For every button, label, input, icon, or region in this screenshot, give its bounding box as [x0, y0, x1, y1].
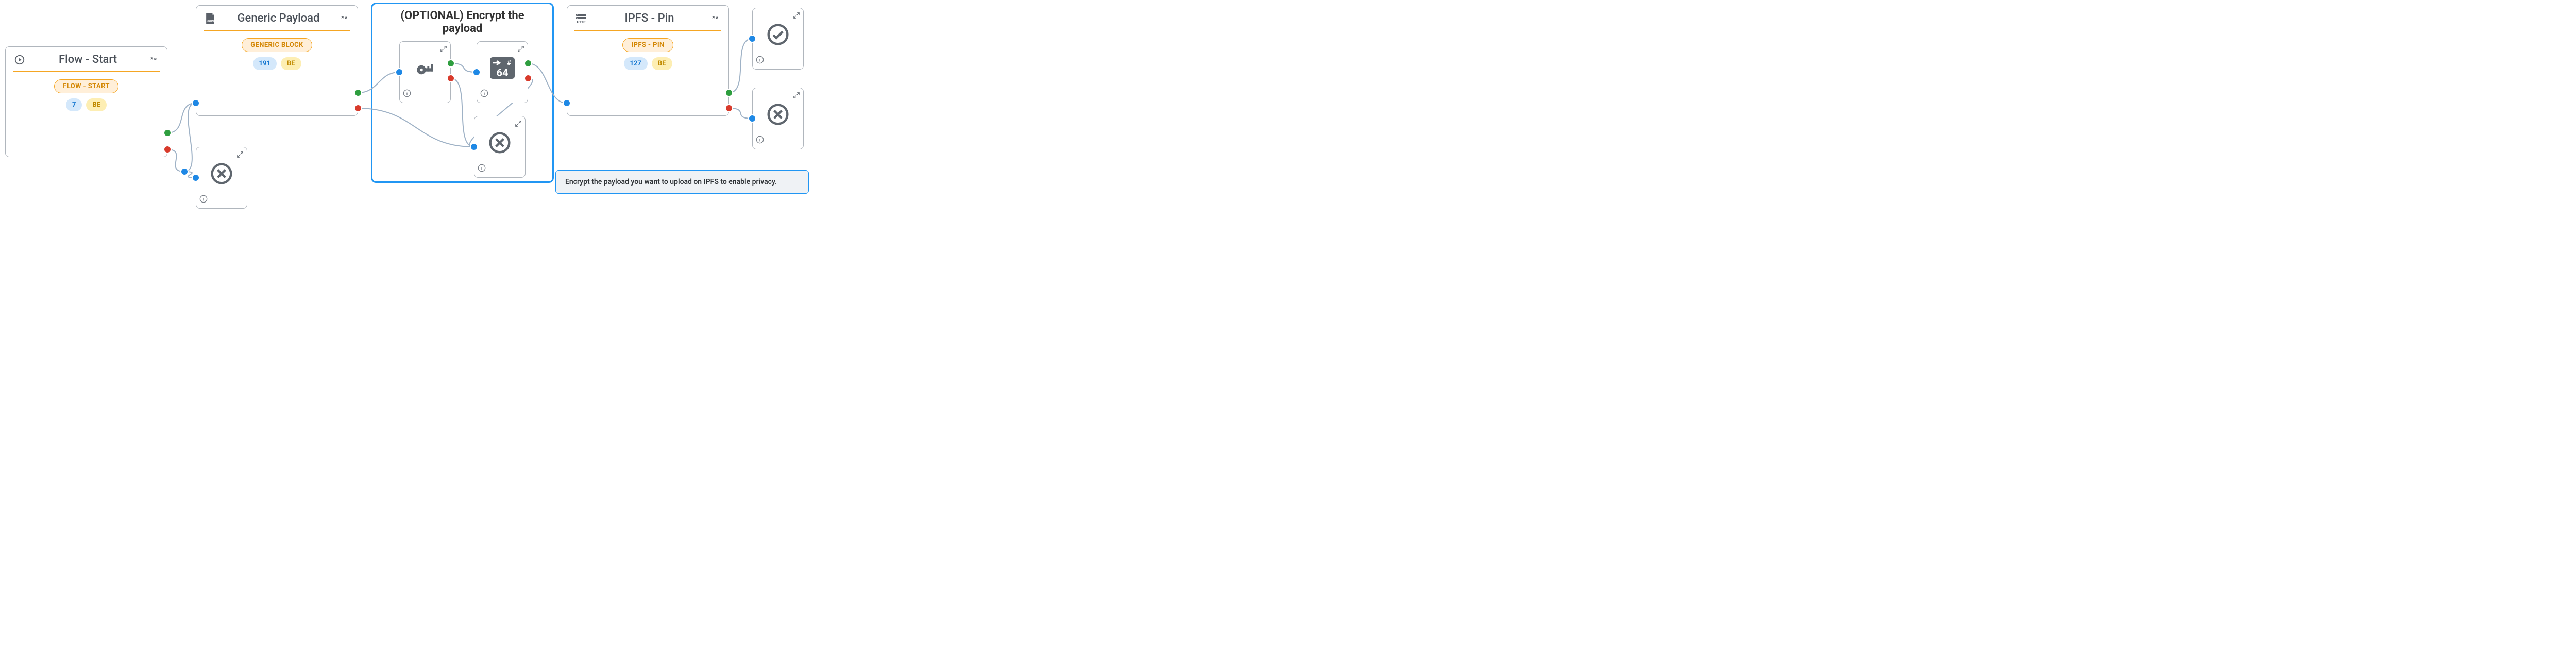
port-gp_in[interactable]	[192, 99, 200, 107]
divider	[13, 71, 160, 72]
info-icon[interactable]	[756, 136, 764, 146]
collapse-icon[interactable]	[149, 55, 160, 65]
port-gp_failure[interactable]	[354, 104, 362, 112]
svg-text:JSON: JSON	[207, 20, 214, 23]
node-result-failure[interactable]	[752, 88, 804, 149]
node-base64[interactable]: #64	[477, 41, 528, 103]
svg-text:HTTP: HTTP	[577, 20, 586, 24]
svg-text:64: 64	[497, 66, 509, 79]
divider	[204, 30, 350, 31]
badge-num: 7	[66, 98, 82, 111]
badge-be: BE	[86, 98, 107, 111]
port-grp_b64_in[interactable]	[472, 68, 481, 76]
collapse-icon[interactable]	[711, 13, 721, 24]
info-icon[interactable]	[480, 89, 488, 99]
base64-icon: #64	[489, 57, 515, 81]
expand-icon[interactable]	[236, 150, 244, 160]
expand-icon[interactable]	[793, 91, 800, 101]
tooltip-box: Encrypt the payload you want to upload o…	[555, 170, 809, 194]
port-grp_b64_success[interactable]	[524, 59, 532, 68]
cross-circle-icon	[488, 131, 511, 156]
expand-icon[interactable]	[440, 45, 447, 55]
port-ipfs_in[interactable]	[563, 99, 571, 107]
port-fail1_in[interactable]	[192, 174, 200, 182]
port-grp_key_in[interactable]	[395, 68, 403, 76]
port-grp_cross_in[interactable]	[470, 143, 478, 151]
pill-block: IPFS - PIN	[622, 38, 673, 52]
port-flow_start_failure[interactable]	[163, 145, 172, 154]
port-flow_start_failure_branch[interactable]	[180, 167, 189, 176]
pill-block: GENERIC BLOCK	[242, 38, 312, 52]
collapse-icon[interactable]	[340, 13, 350, 24]
port-grp_key_success[interactable]	[447, 59, 455, 68]
port-gp_success[interactable]	[354, 89, 362, 97]
port-flow_start_success[interactable]	[163, 129, 172, 137]
cross-circle-icon	[767, 103, 789, 128]
play-icon	[13, 54, 26, 65]
group-title: (OPTIONAL) Encrypt the payload	[372, 4, 552, 38]
http-icon: HTTP	[574, 13, 588, 24]
node-generic-payload[interactable]: JSON Generic Payload GENERIC BLOCK 191 B…	[196, 5, 358, 116]
node-title: IPFS - Pin	[588, 12, 711, 25]
badge-be: BE	[652, 57, 672, 70]
port-grp_b64_failure[interactable]	[524, 74, 532, 82]
expand-icon[interactable]	[515, 120, 522, 129]
node-result-success[interactable]	[752, 8, 804, 70]
cross-circle-icon	[210, 162, 233, 187]
node-fail-branch[interactable]	[196, 147, 247, 209]
info-icon[interactable]	[478, 164, 486, 174]
node-title: Flow - Start	[26, 53, 149, 66]
badge-num: 191	[253, 57, 277, 70]
expand-icon[interactable]	[517, 45, 524, 55]
check-circle-icon	[767, 23, 789, 48]
info-icon[interactable]	[756, 56, 764, 66]
port-ipfs_success[interactable]	[725, 89, 733, 97]
expand-icon[interactable]	[793, 11, 800, 21]
flow-canvas: Flow - Start FLOW - START 7 BE JSON Gene…	[0, 0, 809, 206]
port-grp_key_failure[interactable]	[447, 74, 455, 82]
info-icon[interactable]	[403, 89, 411, 99]
info-icon[interactable]	[199, 195, 208, 205]
node-group-fail[interactable]	[474, 116, 526, 178]
node-encrypt-key[interactable]	[399, 41, 451, 103]
divider	[574, 30, 721, 31]
tooltip-text: Encrypt the payload you want to upload o…	[565, 178, 777, 186]
key-icon	[414, 57, 436, 81]
port-res_check_in[interactable]	[748, 35, 756, 43]
node-ipfs-pin[interactable]: HTTP IPFS - Pin IPFS - PIN 127 BE	[567, 5, 729, 116]
badge-be: BE	[281, 57, 301, 70]
node-flow-start[interactable]: Flow - Start FLOW - START 7 BE	[5, 46, 167, 157]
port-res_cross_in[interactable]	[748, 114, 756, 123]
port-ipfs_failure[interactable]	[725, 104, 733, 112]
pill-block: FLOW - START	[54, 79, 118, 93]
node-title: Generic Payload	[217, 12, 340, 25]
json-file-icon: JSON	[204, 13, 217, 24]
badge-num: 127	[624, 57, 648, 70]
